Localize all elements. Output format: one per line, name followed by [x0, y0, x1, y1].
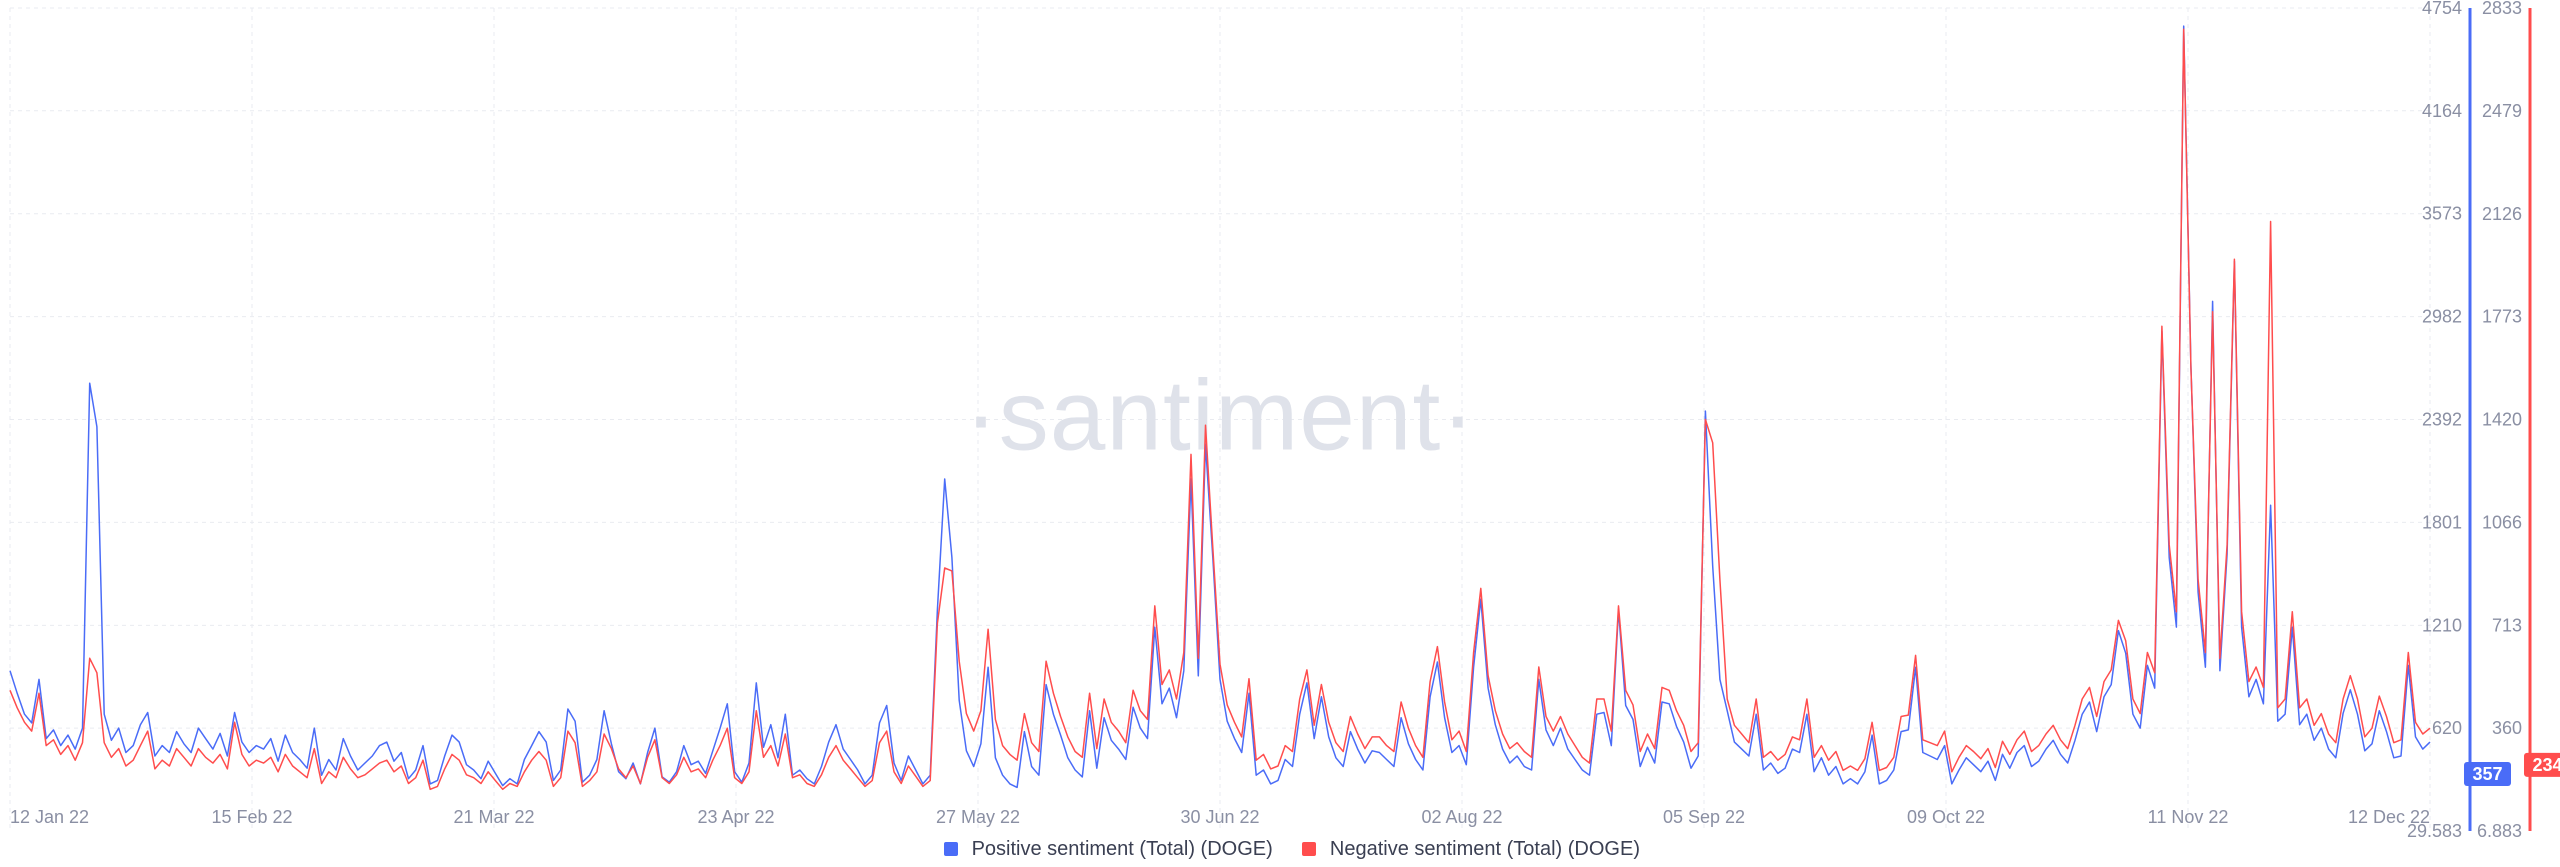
legend-label-negative: Negative sentiment (Total) (DOGE)	[1330, 838, 1640, 860]
x-tick-label: 05 Sep 22	[1663, 807, 1745, 827]
x-tick-label: 11 Nov 22	[2148, 807, 2229, 827]
y2-tick-label: 2126	[2482, 204, 2522, 224]
x-tick-label: 21 Mar 22	[453, 807, 534, 827]
y1-tick-label: 2982	[2422, 307, 2462, 327]
legend-label-positive: Positive sentiment (Total) (DOGE)	[972, 838, 1273, 860]
sentiment-chart: 12 Jan 22 15 Feb 22 21 Mar 22 23 Apr 22 27 M…	[0, 0, 2560, 867]
watermark: ·santiment·	[964, 360, 1475, 472]
y2-tick-label: 1420	[2482, 409, 2522, 429]
y1-tick-label: 2392	[2422, 409, 2462, 429]
y2-tick-label: 713	[2492, 615, 2522, 635]
positive-badge-value: 357	[2472, 764, 2502, 784]
x-tick-label: 02 Aug 22	[1421, 807, 1502, 827]
legend: Positive sentiment (Total) (DOGE) Negati…	[0, 838, 2560, 861]
legend-swatch-negative	[1302, 842, 1316, 856]
y1-tick-label: 3573	[2422, 204, 2462, 224]
legend-swatch-positive	[944, 842, 958, 856]
negative-badge-value: 234	[2532, 755, 2560, 775]
x-tick-label: 12 Jan 22	[10, 807, 89, 827]
y2-tick-label: 1773	[2482, 307, 2522, 327]
chart-svg: 12 Jan 22 15 Feb 22 21 Mar 22 23 Apr 22 27 M…	[0, 0, 2560, 867]
y2-tick-label: 1066	[2482, 513, 2522, 533]
y1-tick-label: 1210	[2422, 615, 2462, 635]
y1-tick-label: 4164	[2422, 101, 2462, 121]
y1-tick-label: 620	[2432, 718, 2462, 738]
x-tick-label: 23 Apr 22	[697, 807, 774, 827]
y2-tick-label: 360	[2492, 718, 2522, 738]
x-tick-label: 09 Oct 22	[1907, 807, 1985, 827]
x-tick-label: 30 Jun 22	[1180, 807, 1259, 827]
y1-tick-label: 4754	[2422, 0, 2462, 18]
y2-tick-label: 2479	[2482, 101, 2522, 121]
x-tick-label: 27 May 22	[936, 807, 1020, 827]
y1-tick-label: 1801	[2422, 512, 2462, 532]
y2-tick-label: 2833	[2482, 0, 2522, 18]
x-tick-label: 15 Feb 22	[211, 807, 292, 827]
